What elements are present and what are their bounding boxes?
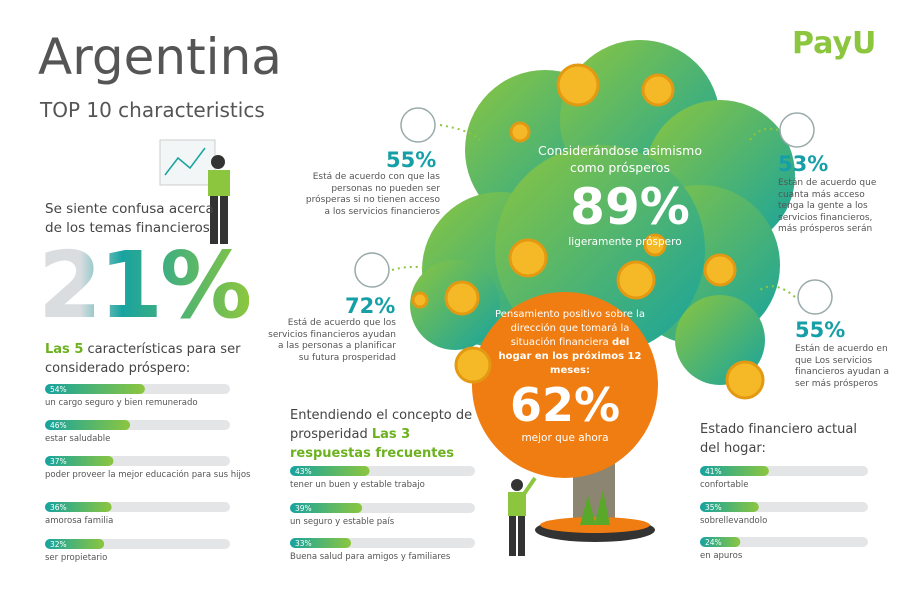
bar-text: amorosa familia [45,516,113,526]
stat-text: Están de acuerdo que cuanta más acceso t… [778,178,877,234]
bar-text: Buena salud para amigos y familiares [290,552,451,562]
bar-label: 46% [50,421,67,430]
bar-label: 35% [705,503,722,512]
bar-label: 37% [50,457,67,466]
traits-heading-text: características para ser considerado pró… [45,342,241,376]
confused-percent: 21% [38,232,252,339]
logo: PayU [792,26,877,61]
bar [45,456,114,466]
bar-text: un seguro y estable país [290,517,395,527]
connectors [391,124,796,298]
traits-heading: Las 5 características para ser considera… [45,340,245,378]
bar-label: 54% [50,385,67,394]
bar [45,420,131,430]
bar [45,384,145,394]
coins [411,63,765,400]
answers-heading-text: Entendiendo el concepto de prosperidad [290,408,473,442]
outlook-caption: mejor que ahora [521,432,609,444]
traits-highlight: Las 5 [45,342,84,357]
bar-text: sobrellevandolo [700,516,767,526]
bar-label: 32% [50,540,67,549]
grass [580,490,610,525]
outlook-circle [472,292,658,478]
bar-track [700,537,868,547]
bar [700,537,741,547]
bar-text: poder proveer la mejor educación para su… [45,469,251,480]
bar-label: 39% [295,504,312,513]
stat-percent: 72% [345,294,396,318]
bar [290,503,363,513]
subtitle: TOP 10 characteristics [40,98,265,122]
stat-percent: 53% [778,152,829,176]
bar-label: 33% [295,539,312,548]
confused-text: Se siente confusa acerca de los temas fi… [45,201,214,236]
icons [354,107,833,315]
answers-heading: Entendiendo el concepto de prosperidad L… [290,406,490,463]
bar [290,466,370,476]
bar [45,539,105,549]
bar-label: 36% [50,503,67,512]
title: Argentina [38,28,282,86]
household-heading: Estado financiero actual del hogar: [700,422,857,456]
outlook-percent: 62% [509,378,621,432]
tree-caption: ligeramente próspero [568,236,682,248]
outlook-plain: Pensamiento positivo sobre la dirección … [495,309,645,348]
stat-text: Está de acuerdo que los servicios financ… [268,318,396,363]
bar-text: ser propietario [45,553,107,563]
bar-text: en apuros [700,551,743,561]
bar-text: estar saludable [45,434,110,444]
outlook-text: Pensamiento positivo sobre la dirección … [495,308,645,378]
tree-heading: Considerándose asimismo como prósperos [537,143,703,175]
bar-label: 41% [705,467,722,476]
stat-text: Está de acuerdo con que las personas no … [305,172,440,217]
bar-text: tener un buen y estable trabajo [290,480,425,490]
stat-percent: 55% [795,318,846,342]
bar [700,502,759,512]
answers-highlight: Las 3 respuestas frecuentes [290,427,455,461]
outlook-bold: del hogar en los próximos 12 meses: [498,337,642,376]
bar [45,502,112,512]
stat-percent: 55% [386,148,437,172]
stat-text: Están de acuerdo en que Los servicios fi… [795,344,889,389]
bar [700,466,769,476]
bar-text: confortable [700,480,748,490]
person-illustration [159,139,537,556]
bar-text: un cargo seguro y bien remunerado [45,398,198,408]
bar [290,538,352,548]
tree-percent: 89% [570,178,690,236]
bar-label: 43% [295,467,312,476]
bar-label: 24% [705,538,722,547]
